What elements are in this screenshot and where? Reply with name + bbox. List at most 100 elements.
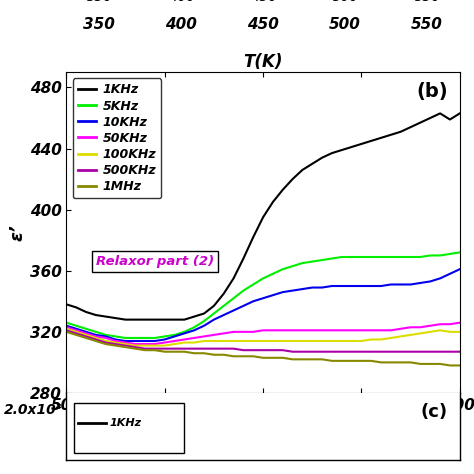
50KHz — [73, 328, 79, 333]
10KHz — [437, 275, 443, 281]
1MHz — [221, 352, 227, 357]
500KHz — [310, 349, 315, 355]
50KHz — [64, 324, 69, 330]
1KHz — [300, 167, 305, 173]
100KHz — [398, 334, 403, 339]
50KHz — [142, 341, 148, 347]
10KHz — [378, 283, 384, 289]
Text: 550: 550 — [411, 17, 443, 32]
5KHz — [339, 254, 345, 260]
1MHz — [250, 354, 256, 359]
10KHz — [329, 283, 335, 289]
100KHz — [162, 343, 168, 348]
10KHz — [260, 295, 266, 301]
1MHz — [378, 360, 384, 365]
5KHz — [122, 335, 128, 341]
10KHz — [447, 271, 453, 277]
100KHz — [270, 338, 276, 344]
100KHz — [152, 343, 158, 348]
500KHz — [113, 341, 118, 347]
500KHz — [103, 340, 109, 346]
1MHz — [457, 363, 463, 368]
1KHz — [122, 317, 128, 322]
50KHz — [447, 321, 453, 327]
500KHz — [64, 328, 69, 333]
100KHz — [457, 329, 463, 335]
1KHz — [162, 317, 168, 322]
10KHz — [103, 334, 109, 339]
500KHz — [418, 349, 423, 355]
500KHz — [93, 337, 99, 342]
1MHz — [240, 354, 246, 359]
50KHz — [122, 340, 128, 346]
100KHz — [319, 338, 325, 344]
100KHz — [191, 340, 197, 346]
10KHz — [300, 286, 305, 292]
50KHz — [132, 341, 138, 347]
10KHz — [319, 285, 325, 291]
100KHz — [368, 337, 374, 342]
100KHz — [172, 341, 177, 347]
1KHz — [211, 303, 217, 309]
50KHz — [191, 335, 197, 341]
5KHz — [211, 310, 217, 316]
50KHz — [201, 334, 207, 339]
50KHz — [231, 329, 237, 335]
50KHz — [83, 330, 89, 336]
1MHz — [201, 350, 207, 356]
Legend: 1KHz, 5KHz, 10KHz, 50KHz, 100KHz, 500KHz, 1MHz: 1KHz, 5KHz, 10KHz, 50KHz, 100KHz, 500KHz… — [73, 78, 161, 198]
100KHz — [142, 343, 148, 348]
1KHz — [201, 310, 207, 316]
50KHz — [339, 328, 345, 333]
1KHz — [329, 150, 335, 156]
50KHz — [428, 323, 433, 328]
5KHz — [152, 335, 158, 341]
500KHz — [250, 347, 256, 353]
5KHz — [172, 332, 177, 338]
10KHz — [182, 330, 187, 336]
500KHz — [359, 349, 365, 355]
50KHz — [250, 329, 256, 335]
Line: 5KHz: 5KHz — [66, 252, 460, 338]
50KHz — [319, 328, 325, 333]
1MHz — [437, 361, 443, 367]
50KHz — [152, 341, 158, 347]
1KHz — [378, 135, 384, 141]
100KHz — [418, 330, 423, 336]
10KHz — [93, 332, 99, 338]
5KHz — [132, 335, 138, 341]
1KHz — [182, 317, 187, 322]
5KHz — [388, 254, 394, 260]
500KHz — [457, 349, 463, 355]
50KHz — [280, 328, 285, 333]
100KHz — [93, 335, 99, 341]
100KHz — [240, 338, 246, 344]
500KHz — [260, 347, 266, 353]
100KHz — [339, 338, 345, 344]
1KHz — [231, 275, 237, 281]
100KHz — [329, 338, 335, 344]
1KHz — [398, 129, 403, 135]
100KHz — [408, 332, 413, 338]
10KHz — [359, 283, 365, 289]
100KHz — [231, 338, 237, 344]
1MHz — [428, 361, 433, 367]
500KHz — [339, 349, 345, 355]
1KHz — [113, 315, 118, 321]
10KHz — [290, 288, 295, 293]
50KHz — [368, 328, 374, 333]
10KHz — [113, 337, 118, 342]
10KHz — [201, 323, 207, 328]
10KHz — [132, 338, 138, 344]
1KHz — [172, 317, 177, 322]
500KHz — [231, 346, 237, 352]
100KHz — [132, 343, 138, 348]
10KHz — [418, 280, 423, 286]
5KHz — [113, 334, 118, 339]
5KHz — [142, 335, 148, 341]
5KHz — [201, 319, 207, 324]
10KHz — [73, 326, 79, 332]
5KHz — [103, 332, 109, 338]
1MHz — [191, 350, 197, 356]
1MHz — [339, 358, 345, 364]
